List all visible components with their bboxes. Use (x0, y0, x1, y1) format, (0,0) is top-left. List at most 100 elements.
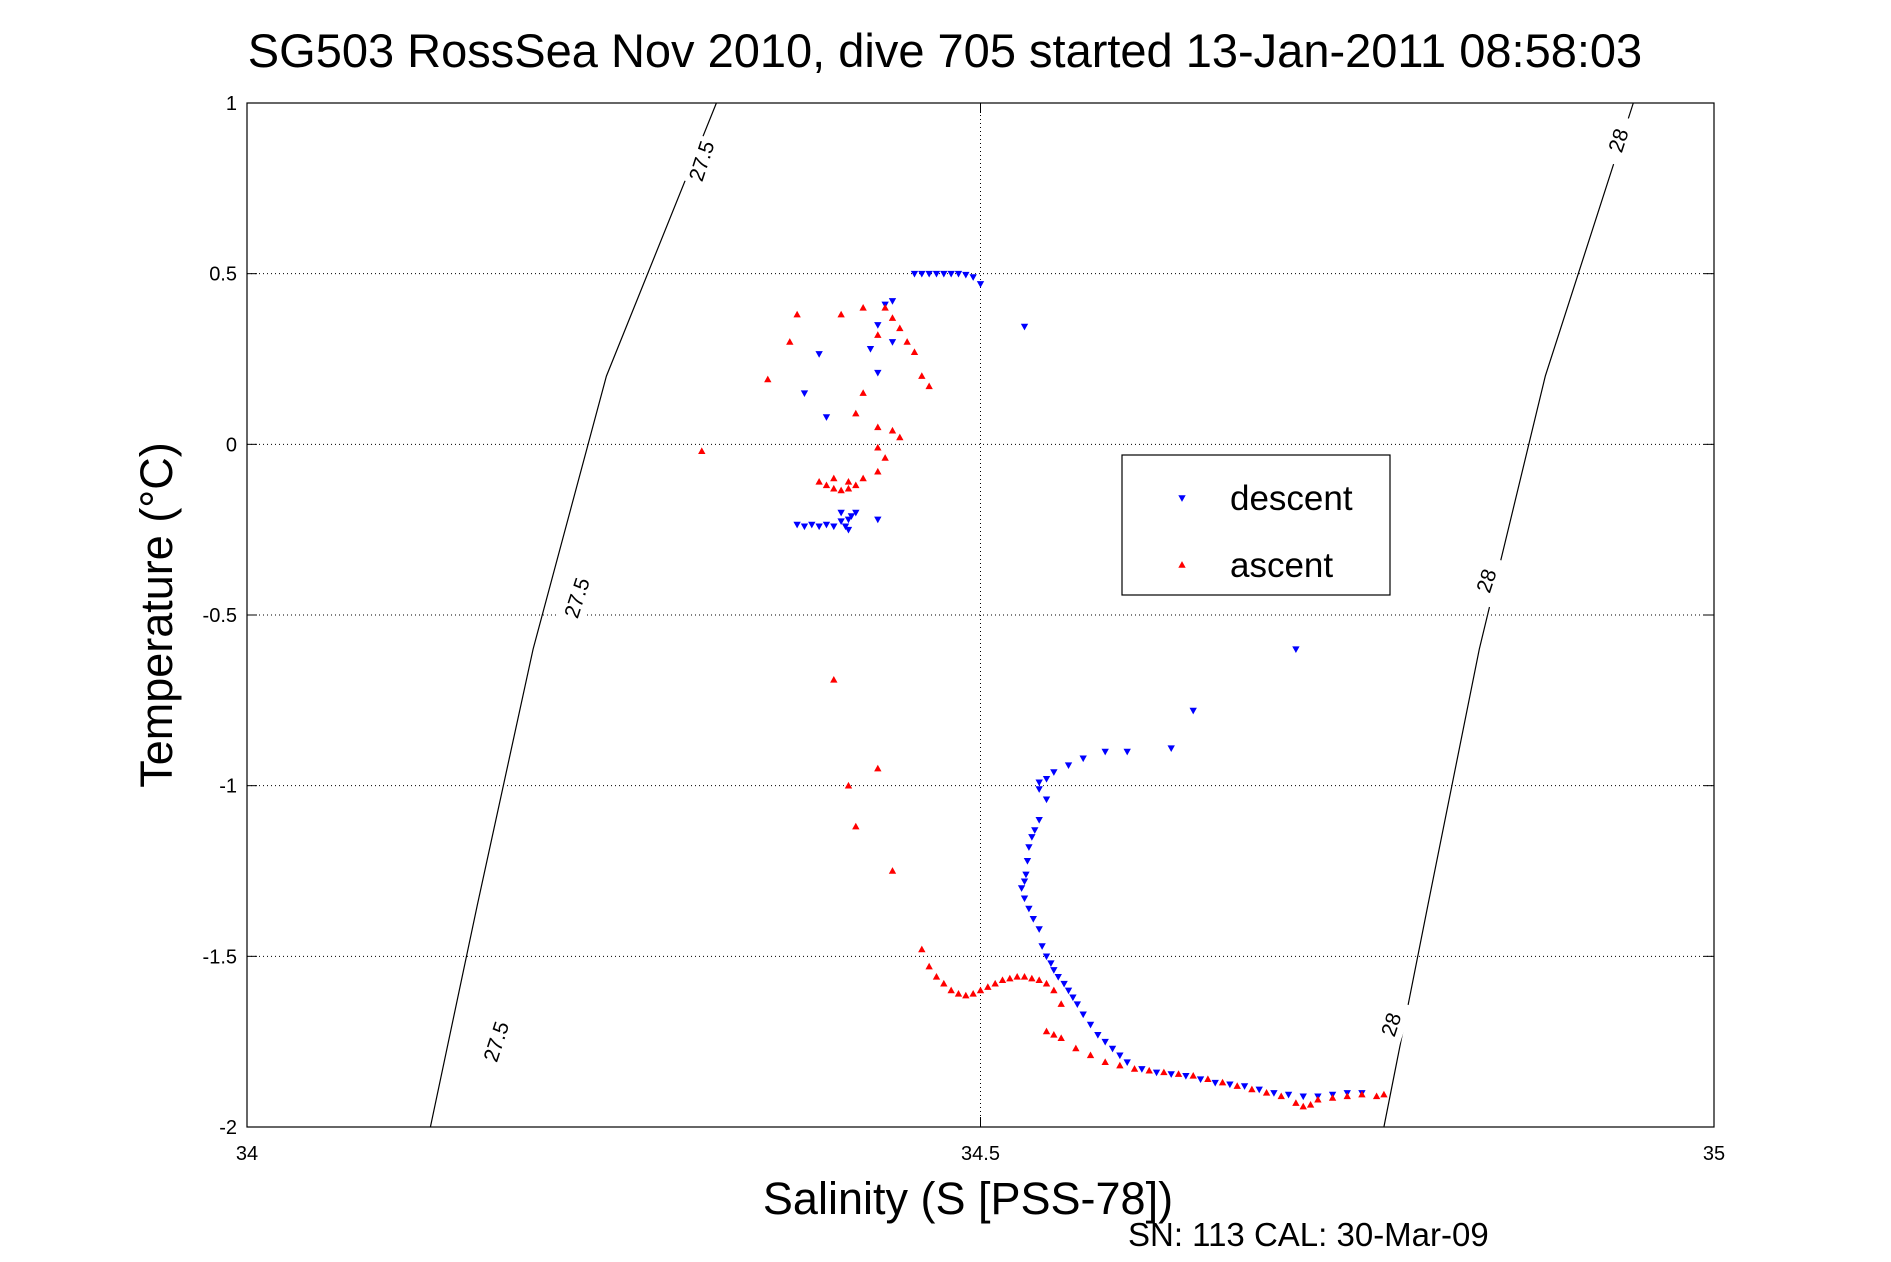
descent-point (1042, 796, 1051, 804)
ascent-point (1358, 1090, 1366, 1098)
descent-point (1020, 323, 1029, 331)
ascent-point (998, 976, 1007, 984)
descent-point (1292, 646, 1300, 653)
descent-point (888, 339, 897, 346)
descent-point (1284, 1091, 1293, 1099)
ascent-point (918, 372, 926, 379)
ascent-point (1262, 1089, 1271, 1096)
ascent-point (1372, 1092, 1381, 1100)
descent-point (888, 298, 897, 305)
ascent-point (1050, 1031, 1058, 1038)
ascent-point (940, 979, 948, 987)
descent-point (1035, 786, 1043, 793)
descent-point (1079, 755, 1087, 763)
descent-point (1017, 885, 1026, 892)
ascent-point (1020, 972, 1029, 980)
ascent-point (881, 454, 889, 461)
descent-point (874, 322, 882, 329)
descent-point (822, 521, 831, 529)
contour-label-group: 28 (1597, 113, 1640, 168)
ascent-point (822, 481, 831, 489)
ascent-point (962, 991, 970, 999)
ascent-point (874, 764, 882, 772)
ascent-point (1174, 1070, 1183, 1077)
contour-label-bg (556, 570, 598, 626)
ascent-point (874, 331, 882, 338)
ascent-point (954, 990, 963, 997)
ascent-point (830, 484, 838, 492)
ascent-point (874, 443, 882, 451)
descent-point (918, 270, 926, 278)
ascent-point (910, 348, 919, 355)
descent-point (1196, 1076, 1205, 1084)
contour-label-group: 28 (1465, 553, 1508, 609)
descent-point (1025, 905, 1033, 913)
ascent-point (852, 822, 860, 830)
ascent-point (844, 484, 853, 492)
y-tick-label: -2 (219, 1117, 237, 1139)
density-contour-line (429, 102, 717, 1128)
ascent-point (896, 433, 904, 441)
ascent-point (1380, 1090, 1388, 1098)
descent-point (1064, 987, 1073, 995)
descent-point (947, 270, 955, 278)
series-ascent (698, 303, 1388, 1110)
descent-point (932, 270, 941, 278)
ascent-point (991, 979, 999, 987)
descent-point (969, 274, 977, 281)
legend: descent ascent (1121, 454, 1391, 596)
ascent-point (932, 972, 941, 980)
descent-point (1123, 748, 1131, 756)
ascent-point (1050, 986, 1058, 994)
y-tick-label: -1.5 (203, 946, 237, 968)
descent-point (954, 270, 963, 278)
ascent-point (1160, 1068, 1168, 1076)
ascent-point (888, 867, 897, 874)
ascent-point (888, 314, 897, 321)
ascent-point (1145, 1066, 1153, 1074)
descent-point (837, 518, 845, 525)
contour-label-bg (681, 133, 723, 189)
sn-cal-footer: SN: 113 CAL: 30-Mar-09 (1128, 1216, 1489, 1253)
descent-point (800, 390, 809, 397)
descent-point (1226, 1081, 1234, 1089)
ascent-point (1306, 1100, 1315, 1108)
descent-point (844, 526, 853, 534)
y-tick-label: 0 (226, 434, 237, 456)
descent-point (1138, 1066, 1146, 1073)
ascent-point (1086, 1051, 1095, 1059)
x-tick-label: 35 (1703, 1143, 1725, 1165)
descent-point (1079, 1011, 1087, 1019)
descent-point (1086, 1021, 1095, 1029)
ascent-point (859, 474, 867, 482)
ascent-point (837, 486, 845, 494)
ascent-point (1248, 1085, 1256, 1093)
descent-point (910, 270, 919, 278)
ascent-point (830, 676, 838, 683)
ascent-point (1130, 1065, 1139, 1072)
ascent-point (874, 423, 882, 431)
ascent-point (844, 478, 853, 485)
ascent-point (793, 310, 801, 318)
descent-point (1050, 967, 1058, 974)
y-tick-label: 1 (226, 93, 237, 115)
descent-point (1025, 844, 1033, 851)
descent-point (1035, 926, 1043, 933)
descent-point (1069, 994, 1077, 1002)
descent-point (1020, 895, 1029, 903)
descent-point (1064, 762, 1073, 770)
descent-point (1047, 960, 1055, 967)
ascent-point (874, 467, 882, 475)
ascent-point (1328, 1094, 1337, 1101)
ascent-point (925, 962, 933, 970)
ascent-point (1299, 1102, 1307, 1110)
y-tick-label: -0.5 (203, 605, 237, 627)
ascent-point (1035, 976, 1043, 984)
descent-point (1182, 1073, 1190, 1080)
descent-point (1035, 779, 1043, 787)
descent-point (1042, 953, 1051, 961)
ascent-point (1218, 1078, 1227, 1086)
legend-label-descent: descent (1230, 479, 1353, 518)
